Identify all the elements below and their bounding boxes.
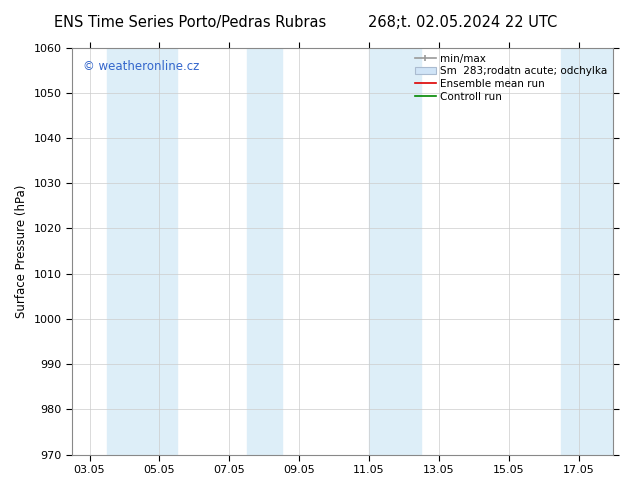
Text: ENS Time Series Porto/Pedras Rubras: ENS Time Series Porto/Pedras Rubras [54, 15, 327, 30]
Bar [369, 48, 422, 455]
Bar [561, 48, 614, 455]
Bar [247, 48, 281, 455]
Legend: min/max, Sm  283;rodatn acute; odchylka, Ensemble mean run, Controll run: min/max, Sm 283;rodatn acute; odchylka, … [412, 50, 611, 105]
Y-axis label: Surface Pressure (hPa): Surface Pressure (hPa) [15, 184, 28, 318]
Text: © weatheronline.cz: © weatheronline.cz [83, 60, 199, 73]
Bar [107, 48, 177, 455]
Text: 268;t. 02.05.2024 22 UTC: 268;t. 02.05.2024 22 UTC [368, 15, 557, 30]
